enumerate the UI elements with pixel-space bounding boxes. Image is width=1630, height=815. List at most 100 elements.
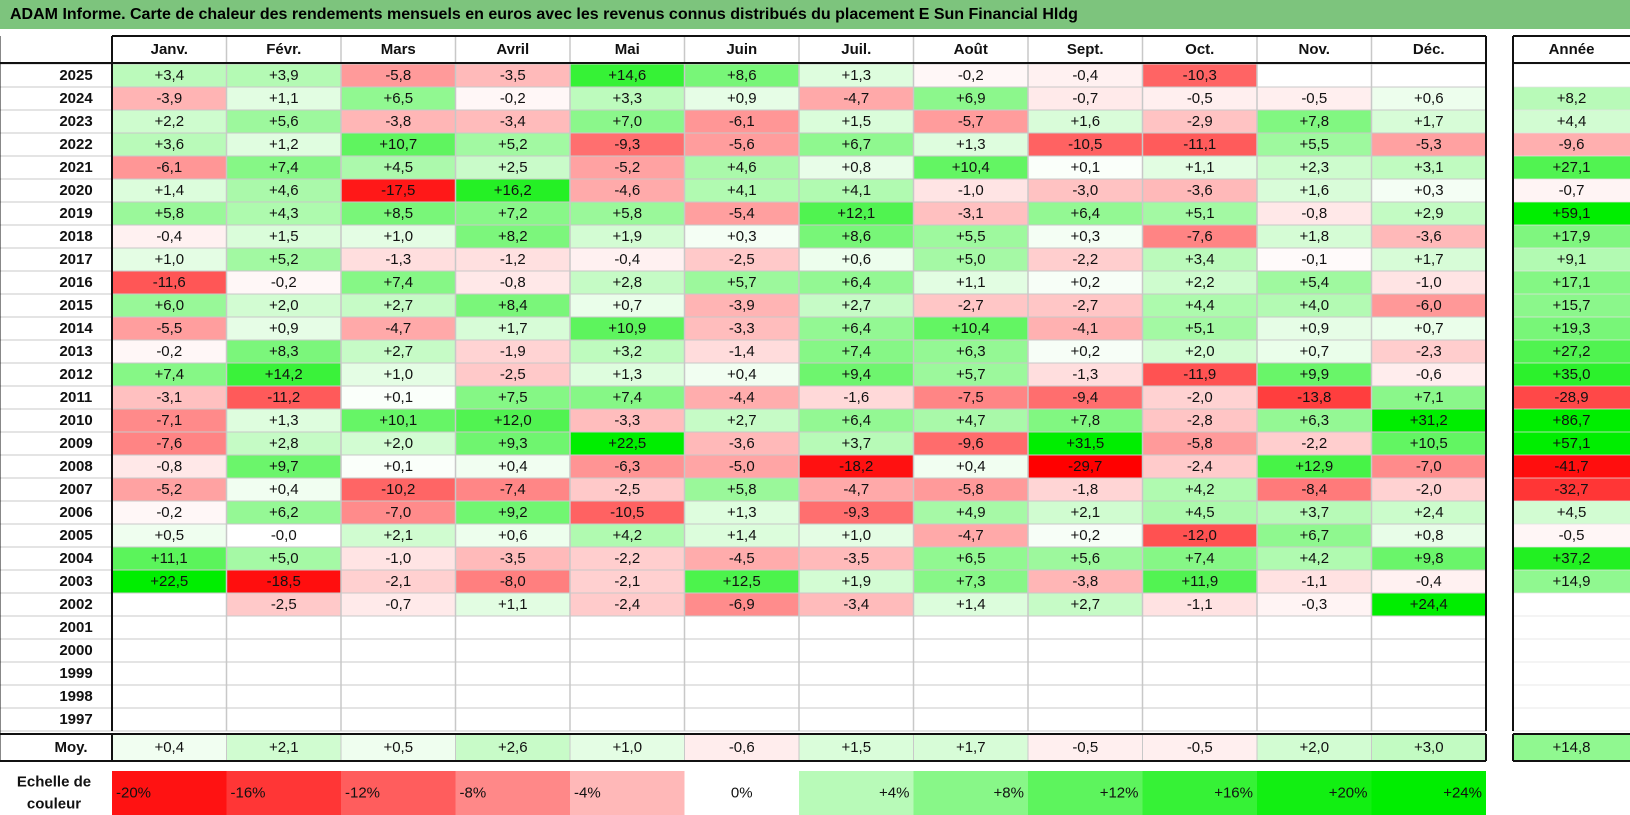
- cell-value: -10,5: [610, 504, 644, 521]
- heatmap-cell: [1028, 409, 1143, 432]
- heatmap-cell: [1028, 432, 1143, 455]
- average-value: +1,7: [956, 739, 986, 756]
- cell-value: +8,6: [727, 67, 757, 84]
- cell-value: +1,0: [383, 228, 413, 245]
- heatmap-cell: [226, 432, 341, 455]
- heatmap-cell: [341, 662, 456, 685]
- heatmap-cell: [799, 639, 914, 662]
- cell-value: -0,7: [1072, 90, 1098, 107]
- cell-value: -1,8: [1072, 481, 1098, 498]
- average-cell: [1371, 734, 1486, 761]
- cell-value: +0,1: [383, 389, 413, 406]
- cell-value: -2,2: [1072, 251, 1098, 268]
- cell-value: -0,4: [156, 228, 182, 245]
- cell-value: +1,3: [727, 504, 757, 521]
- cell-value: -3,9: [729, 297, 755, 314]
- heatmap-cell: [1028, 386, 1143, 409]
- heatmap-cell: [112, 271, 227, 294]
- cell-value: +1,1: [1185, 159, 1215, 176]
- cell-value: +6,4: [841, 274, 871, 291]
- heatmap-cells: [112, 64, 1630, 815]
- scale-swatch: [1028, 771, 1143, 815]
- heatmap-cell: [913, 478, 1028, 501]
- cell-value: +0,2: [1070, 274, 1100, 291]
- cell-value: -9,6: [958, 435, 984, 452]
- cell-value: -7,1: [156, 412, 182, 429]
- heatmap-cell: [1028, 248, 1143, 271]
- heatmap-cell: [684, 478, 799, 501]
- cell-value: +3,3: [612, 90, 642, 107]
- heatmap-cell: [455, 294, 570, 317]
- heatmap-cell: [1257, 225, 1372, 248]
- row-label-2004: 2004: [59, 550, 93, 567]
- scale-label: -12%: [345, 785, 380, 802]
- heatmap-cell: [1371, 708, 1486, 731]
- cell-value: +5,8: [727, 481, 757, 498]
- cell-value: -1,1: [1187, 596, 1213, 613]
- heatmap-cell: [455, 616, 570, 639]
- heatmap-cell: [341, 593, 456, 616]
- annual-cell: [1513, 317, 1630, 340]
- heatmap-cell: [1028, 708, 1143, 731]
- month-header-7: Juil.: [841, 41, 871, 58]
- cell-value: +1,4: [727, 527, 757, 544]
- cell-value: +3,6: [154, 136, 184, 153]
- heatmap-cell: [1142, 317, 1257, 340]
- heatmap-cell: [799, 202, 914, 225]
- heatmap-cell: [1028, 363, 1143, 386]
- cell-value: +8,6: [841, 228, 871, 245]
- average-value: +2,6: [498, 739, 528, 756]
- cell-value: -2,7: [1072, 297, 1098, 314]
- cell-value: +6,5: [956, 550, 986, 567]
- heatmap-cell: [112, 386, 227, 409]
- heatmap-cell: [1371, 524, 1486, 547]
- annual-cell: [1513, 639, 1630, 662]
- heatmap-cell: [799, 64, 914, 87]
- heatmap-cell: [913, 547, 1028, 570]
- annual-cell: [1513, 570, 1630, 593]
- heatmap-cell: [684, 524, 799, 547]
- annual-value: +17,1: [1553, 274, 1591, 291]
- cell-value: -6,1: [729, 113, 755, 130]
- heatmap-cell: [1371, 570, 1486, 593]
- heatmap-cell: [1142, 708, 1257, 731]
- cell-value: +9,2: [498, 504, 528, 521]
- heatmap-cell: [226, 547, 341, 570]
- cell-value: -7,4: [500, 481, 526, 498]
- heatmap-cell: [1142, 547, 1257, 570]
- average-cell: [570, 734, 685, 761]
- cell-value: -0,2: [271, 274, 297, 291]
- cell-value: +6,7: [1299, 527, 1329, 544]
- row-label-2019: 2019: [59, 205, 92, 222]
- heatmap-cell: [913, 616, 1028, 639]
- heatmap-cell: [684, 432, 799, 455]
- cell-value: -3,1: [958, 205, 984, 222]
- row-label-2001: 2001: [59, 619, 92, 636]
- cell-value: -5,2: [156, 481, 182, 498]
- annual-value: +57,1: [1553, 435, 1591, 452]
- cell-value: +31,2: [1410, 412, 1448, 429]
- heatmap-cell: [112, 662, 227, 685]
- cell-value: +1,3: [269, 412, 299, 429]
- heatmap-cell: [226, 110, 341, 133]
- cell-value: -6,0: [1416, 297, 1442, 314]
- heatmap-cell: [799, 179, 914, 202]
- scale-label: -16%: [231, 785, 266, 802]
- heatmap-cell: [684, 455, 799, 478]
- heatmap-cell: [799, 616, 914, 639]
- scale-swatch: [1257, 771, 1372, 815]
- cell-value: +6,5: [383, 90, 413, 107]
- cell-value: +6,4: [1070, 205, 1100, 222]
- heatmap-cell: [112, 478, 227, 501]
- cell-value: +1,7: [498, 320, 528, 337]
- heatmap-cell: [1028, 524, 1143, 547]
- heatmap-cell: [684, 501, 799, 524]
- heatmap-cell: [1142, 294, 1257, 317]
- heatmap-cell: [1142, 455, 1257, 478]
- cell-value: +11,9: [1181, 573, 1218, 590]
- heatmap-cell: [799, 248, 914, 271]
- heatmap-cell: [1257, 294, 1372, 317]
- cell-value: +1,1: [498, 596, 528, 613]
- heatmap-cell: [1257, 639, 1372, 662]
- heatmap-cell: [684, 708, 799, 731]
